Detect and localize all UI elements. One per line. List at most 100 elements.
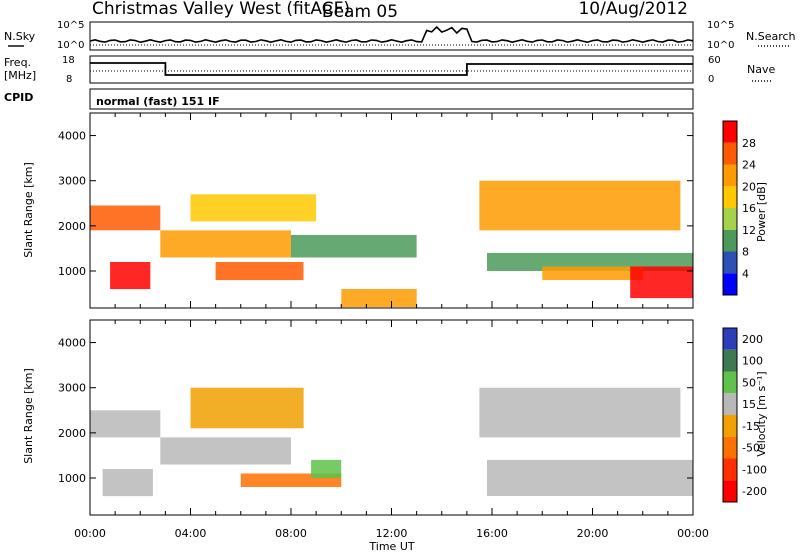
cpid-panel bbox=[89, 88, 694, 110]
velocity-colorbar-tick-3: 15 bbox=[742, 398, 756, 411]
noise-left-tick-bottom: 10^0 bbox=[57, 40, 84, 51]
cpid-value: normal (fast) 151 IF bbox=[96, 95, 220, 108]
velocity-heatmap bbox=[90, 387, 693, 497]
velocity-colorbar-segment-5 bbox=[723, 436, 737, 459]
date-label: 10/Aug/2012 bbox=[578, 0, 688, 19]
velocity-colorbar: 200 100 50 15 -15 -50 -100 -200 bbox=[722, 327, 767, 503]
velocity-echo-band-6 bbox=[479, 387, 681, 438]
x-axis-label: Time UT bbox=[368, 540, 414, 553]
power-echo-band-7 bbox=[479, 180, 681, 231]
noise-right-tick-top: 10^5 bbox=[707, 20, 734, 31]
x-tick-label-3: 12:00 bbox=[376, 527, 408, 540]
power-colorbar-segment-6 bbox=[723, 251, 737, 274]
power-heatmap bbox=[90, 180, 693, 308]
power-y-axis: 4000 3000 2000 1000 bbox=[58, 130, 693, 278]
power-colorbar-frame bbox=[722, 120, 738, 296]
power-echo-band-6 bbox=[341, 289, 417, 308]
power-y-axis-label: Slant Range [km] bbox=[22, 162, 35, 258]
power-colorbar-tick-6: 4 bbox=[742, 267, 749, 280]
velocity-echo-band-2 bbox=[160, 437, 291, 465]
power-colorbar-segment-0 bbox=[723, 121, 737, 143]
power-colorbar-segment-7 bbox=[723, 273, 737, 296]
power-colorbar-label: Power [dB] bbox=[755, 182, 768, 242]
time-axis-labels: 00:00 04:00 08:00 12:00 16:00 20:00 00:00 bbox=[74, 527, 709, 540]
power-ytick-label-1: 3000 bbox=[58, 175, 86, 188]
velocity-colorbar-tick-5: -50 bbox=[742, 442, 760, 455]
power-colorbar-segment-2 bbox=[723, 164, 737, 187]
velocity-colorbar-segment-6 bbox=[723, 458, 737, 481]
noise-right-tick-bottom: 10^0 bbox=[707, 40, 734, 51]
power-colorbar-segment-1 bbox=[723, 142, 737, 165]
power-colorbar-segment-4 bbox=[723, 208, 737, 230]
velocity-echo-band-1 bbox=[102, 469, 153, 497]
beam-label: Beam 05 bbox=[322, 2, 398, 22]
velocity-colorbar-label: Velocity [m s⁻¹] bbox=[755, 371, 768, 456]
power-echo-band-8 bbox=[487, 252, 693, 271]
velocity-colorbar-frame bbox=[722, 327, 738, 503]
noise-sky-trace bbox=[89, 25, 694, 44]
velocity-colorbar-segment-1 bbox=[723, 349, 737, 372]
power-ytick-label-0: 4000 bbox=[58, 130, 86, 143]
power-colorbar-tick-1: 24 bbox=[742, 159, 756, 172]
velocity-y-axis: 4000 3000 2000 1000 bbox=[58, 337, 693, 485]
velocity-colorbar-segment-2 bbox=[723, 371, 737, 394]
station-title: Christmas Valley West (fitACF) bbox=[92, 0, 350, 19]
freq-unit-label: [MHz] bbox=[4, 69, 36, 82]
power-echo-band-5 bbox=[291, 234, 417, 258]
power-colorbar-segment-3 bbox=[723, 186, 737, 209]
velocity-ytick-label-3: 1000 bbox=[58, 472, 86, 485]
x-tick-label-6: 00:00 bbox=[677, 527, 709, 540]
velocity-colorbar-tick-1: 100 bbox=[742, 355, 763, 368]
velocity-echo-band-7 bbox=[487, 459, 693, 496]
noise-search-label: N.Search bbox=[746, 30, 796, 43]
frequency-trace bbox=[90, 62, 693, 76]
x-tick-label-1: 04:00 bbox=[175, 527, 207, 540]
velocity-colorbar-tick-4: -15 bbox=[742, 420, 760, 433]
power-ytick-label-3: 1000 bbox=[58, 265, 86, 278]
power-echo-band-9 bbox=[542, 266, 643, 280]
nave-tick-60: 60 bbox=[708, 55, 721, 66]
x-tick-label-2: 08:00 bbox=[275, 527, 307, 540]
x-tick-label-5: 20:00 bbox=[577, 527, 609, 540]
x-tick-label-0: 00:00 bbox=[74, 527, 106, 540]
power-colorbar: 28 24 20 16 12 8 4 bbox=[722, 120, 756, 296]
velocity-echo-band-3 bbox=[190, 387, 304, 429]
power-colorbar-tick-3: 16 bbox=[742, 202, 756, 215]
cpid-label: CPID bbox=[4, 91, 33, 104]
nave-tick-0: 0 bbox=[708, 74, 714, 85]
velocity-ytick-label-1: 3000 bbox=[58, 382, 86, 395]
velocity-colorbar-segment-7 bbox=[723, 480, 737, 503]
freq-tick-8: 8 bbox=[66, 74, 72, 85]
velocity-colorbar-segment-0 bbox=[723, 328, 737, 350]
noise-panel bbox=[89, 21, 694, 51]
power-colorbar-segment-5 bbox=[723, 229, 737, 252]
power-echo-band-10 bbox=[630, 266, 693, 299]
freq-label: Freq. bbox=[4, 56, 31, 69]
velocity-colorbar-tick-2: 50 bbox=[742, 376, 756, 389]
velocity-ytick-label-0: 4000 bbox=[58, 337, 86, 350]
power-ytick-label-2: 2000 bbox=[58, 220, 86, 233]
power-colorbar-tick-5: 8 bbox=[742, 246, 749, 259]
velocity-colorbar-tick-7: -200 bbox=[742, 485, 767, 498]
freq-panel bbox=[89, 55, 694, 84]
power-echo-band-4 bbox=[215, 262, 304, 281]
velocity-ytick-label-2: 2000 bbox=[58, 427, 86, 440]
noise-left-tick-top: 10^5 bbox=[57, 20, 84, 31]
power-echo-band-2 bbox=[160, 230, 291, 258]
power-x-axis bbox=[89, 113, 694, 308]
power-echo-band-0 bbox=[90, 205, 161, 231]
velocity-colorbar-segment-4 bbox=[723, 415, 737, 437]
velocity-colorbar-tick-6: -100 bbox=[742, 463, 767, 476]
power-colorbar-tick-2: 20 bbox=[742, 180, 756, 193]
velocity-y-axis-label: Slant Range [km] bbox=[22, 368, 35, 464]
velocity-x-axis bbox=[89, 320, 694, 515]
velocity-echo-band-0 bbox=[90, 410, 161, 438]
velocity-colorbar-segment-3 bbox=[723, 393, 737, 416]
nave-label: Nave bbox=[747, 63, 775, 76]
x-tick-label-4: 16:00 bbox=[476, 527, 508, 540]
power-colorbar-tick-0: 28 bbox=[742, 137, 756, 150]
power-colorbar-tick-4: 12 bbox=[742, 224, 756, 237]
velocity-colorbar-tick-0: 200 bbox=[742, 333, 763, 346]
velocity-echo-band-5 bbox=[311, 459, 342, 478]
